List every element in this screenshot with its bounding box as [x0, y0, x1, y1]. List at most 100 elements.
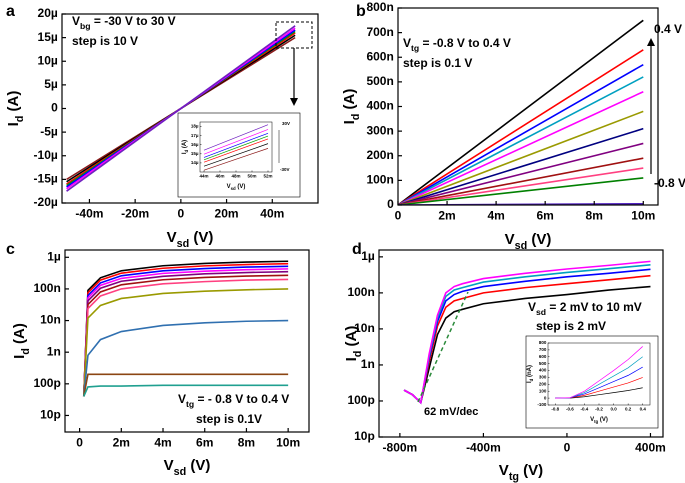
x-axis-label-part: (V) — [236, 184, 246, 190]
panel-letter: c — [6, 241, 15, 258]
annotation-part: sd — [536, 307, 546, 317]
annotation: step is 2 mV — [536, 319, 606, 333]
y-axis-label-part: d — [350, 114, 362, 121]
series-line — [82, 274, 289, 397]
series-line — [398, 142, 644, 205]
series-line — [398, 177, 644, 205]
annotation-part: tg — [186, 399, 194, 409]
y-tick-label: 400 — [539, 368, 547, 373]
annotation: 30V — [282, 121, 290, 126]
y-tick-label: 1n — [47, 344, 61, 358]
y-tick-label: 200n — [366, 148, 393, 162]
x-axis-label-part: sd — [231, 186, 236, 191]
y-tick-label: 100n — [347, 285, 374, 299]
series-line — [398, 49, 644, 205]
annotation: -0.8 V — [654, 176, 685, 190]
y-tick-label: 300 — [539, 375, 547, 380]
y-axis-label-part: d — [20, 348, 32, 355]
y-tick-label: 1n — [361, 357, 375, 371]
x-tick-label: 400m — [635, 441, 666, 455]
y-axis-label-part: (A) — [11, 323, 28, 348]
series-line — [398, 167, 644, 205]
y-tick-label: -100 — [537, 402, 547, 407]
y-tick-label: 20µ — [38, 6, 58, 20]
series-line — [83, 384, 289, 397]
x-tick-label: 6m — [196, 436, 213, 450]
series-line — [82, 268, 289, 397]
x-axis-label-part: V — [227, 184, 231, 190]
annotation-part: 62 mV/dec — [424, 406, 478, 418]
series-line — [82, 278, 289, 397]
annotation-part: 30V — [282, 121, 290, 126]
x-tick-label: -20m — [121, 207, 149, 221]
x-axis-label-part: V — [505, 231, 515, 248]
x-axis-label-part: sd — [177, 238, 190, 250]
x-axis-label: Vsd (V) — [164, 457, 211, 478]
annotation: step is 0.1 V — [403, 56, 472, 70]
x-tick-label: 20m — [215, 207, 239, 221]
annotation-part: step is 0.1V — [196, 412, 262, 426]
x-tick-label: 0.2 — [625, 406, 632, 411]
series-line — [82, 373, 289, 397]
annotation-part: V — [72, 14, 80, 28]
annotation: Vtg = - 0.8 V to 0.4 V — [178, 392, 289, 409]
y-axis-label-part: (A) — [343, 326, 360, 351]
annotation: Vtg = -0.8 V to 0.4 V — [403, 36, 511, 53]
y-tick-label: 100n — [33, 281, 60, 295]
annotation: Vsd = 2 mV to 10 mV — [528, 300, 642, 317]
annotation-part: V — [528, 300, 536, 314]
y-axis-label-part: I — [11, 355, 28, 359]
y-axis-label-part: I — [341, 120, 358, 124]
x-axis-label-part: (V) — [527, 231, 551, 248]
y-axis-label-part: d — [184, 149, 189, 152]
annotation: 0.4 V — [654, 22, 682, 36]
x-tick-label: 6m — [536, 209, 553, 223]
series-line — [398, 19, 644, 205]
annotation-part: step is 10 V — [72, 34, 138, 48]
y-tick-label: 800 — [539, 340, 547, 345]
annotation-part: 0.4 V — [654, 22, 682, 36]
x-tick-label: 0 — [564, 441, 571, 455]
x-axis-label-part: V — [167, 229, 177, 246]
series-line — [82, 288, 289, 397]
y-tick-label: 100n — [366, 173, 393, 187]
panel-letter: b — [356, 3, 366, 20]
y-tick-label: 1µ — [361, 249, 375, 263]
y-axis-label: Id (A) — [5, 91, 26, 127]
x-tick-label: 0.0 — [610, 406, 617, 411]
series-line — [398, 127, 644, 205]
plot-frame — [378, 249, 664, 438]
y-axis-label-part: I — [527, 381, 533, 383]
arrow-head — [647, 38, 655, 46]
annotation-part: V — [178, 392, 186, 406]
annotation-part: = -30 V to 30 V — [91, 14, 176, 28]
x-tick-label: -800m — [383, 441, 418, 455]
y-tick-label: 100p — [33, 376, 60, 390]
series-line — [203, 132, 269, 158]
y-tick-label: 10n — [354, 321, 375, 335]
y-tick-label: -20µ — [34, 195, 58, 209]
x-tick-label: 0 — [395, 209, 402, 223]
y-tick-label: -5µ — [40, 124, 58, 138]
y-tick-label: 15µ — [38, 30, 58, 44]
x-tick-label: -40m — [75, 207, 103, 221]
y-tick-label: 17µ — [191, 133, 199, 138]
y-tick-label: 16µ — [191, 142, 199, 147]
x-tick-label: -0.2 — [595, 406, 603, 411]
y-axis-label: Id (A) — [341, 89, 362, 125]
x-tick-label: 0.4 — [640, 406, 647, 411]
y-tick-label: -15µ — [34, 172, 58, 186]
x-tick-label: 4m — [154, 436, 171, 450]
y-tick-label: 500 — [539, 361, 547, 366]
y-tick-label: 0 — [544, 395, 547, 400]
annotation-part: = -0.8 V to 0.4 V — [419, 36, 511, 50]
series-line — [398, 90, 644, 205]
x-axis-label-part: (V) — [189, 229, 213, 246]
series-line — [398, 110, 644, 205]
y-axis-label: Id (A) — [11, 323, 32, 359]
panel-letter: a — [6, 3, 15, 20]
x-tick-label: 10m — [276, 436, 300, 450]
y-axis-label: Id (A) — [343, 326, 364, 362]
x-axis-label: Vsd (V) — [167, 229, 214, 250]
